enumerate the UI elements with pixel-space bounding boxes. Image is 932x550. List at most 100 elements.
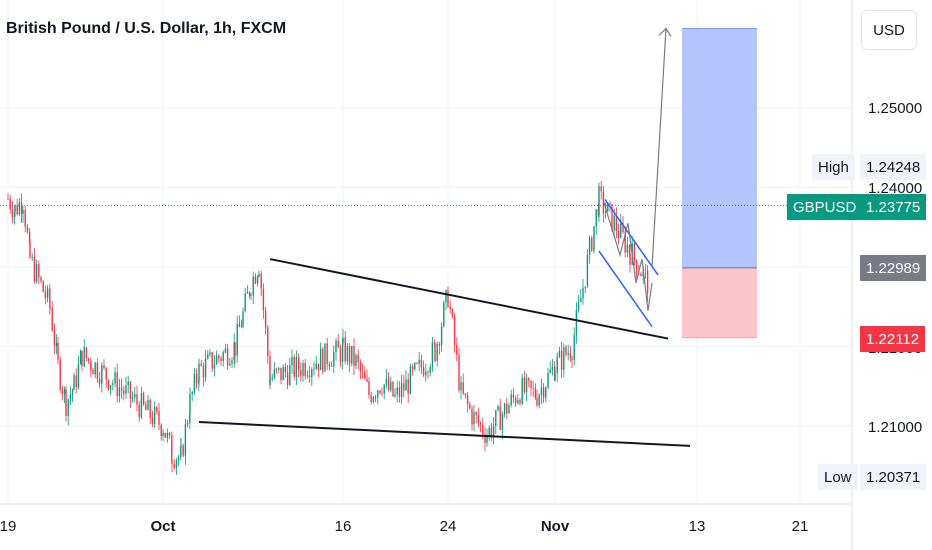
- candle-body: [646, 269, 649, 294]
- currency-button[interactable]: USD: [861, 10, 917, 50]
- candle-body: [193, 373, 196, 393]
- candle-body: [322, 348, 324, 372]
- candle-body: [497, 406, 499, 411]
- candle-body: [308, 375, 311, 378]
- candle-body: [490, 427, 493, 438]
- candle-body: [302, 363, 304, 376]
- candle-body: [242, 311, 244, 326]
- trendline-upper[interactable]: [269, 258, 669, 340]
- candle-body: [368, 381, 370, 396]
- candle-body: [593, 226, 595, 251]
- candle-body: [85, 347, 88, 359]
- candle-body: [107, 379, 110, 390]
- candle-body: [607, 203, 609, 212]
- candle-body: [313, 368, 315, 370]
- candle-body: [422, 367, 425, 376]
- candle-body: [184, 424, 187, 456]
- candle-body: [411, 366, 414, 370]
- candle-body: [445, 290, 447, 303]
- candle-body: [484, 434, 486, 443]
- candle-body: [105, 367, 107, 380]
- candle-body: [11, 209, 14, 218]
- candle-body: [61, 389, 64, 394]
- candle-body: [342, 337, 344, 344]
- candle-body: [335, 340, 337, 353]
- stop-price-value: 1.22112: [860, 326, 926, 352]
- candle-body: [28, 232, 31, 243]
- candle-body: [558, 350, 561, 358]
- candle-body: [600, 186, 602, 192]
- candle-body: [617, 231, 620, 238]
- candle-body: [293, 356, 295, 377]
- candle-body: [456, 345, 458, 355]
- candle-body: [464, 393, 467, 396]
- profit-zone[interactable]: [682, 28, 757, 268]
- candle-body: [499, 406, 501, 430]
- candle-body: [400, 383, 403, 397]
- candle-body: [453, 316, 456, 346]
- flag-zigzag[interactable]: [602, 199, 653, 311]
- candle-body: [269, 356, 271, 386]
- trendline-lower[interactable]: [198, 421, 691, 447]
- candle-body: [462, 382, 464, 394]
- candle-body: [306, 375, 309, 377]
- candle-body: [67, 399, 69, 416]
- candle-body: [53, 330, 56, 346]
- candle-body: [7, 198, 9, 200]
- candle-body: [486, 436, 488, 443]
- drawings[interactable]: [198, 27, 691, 447]
- flag-lower-line[interactable]: [598, 250, 653, 328]
- candle-body: [324, 343, 326, 372]
- candle-body: [136, 394, 138, 405]
- candle-body: [466, 395, 469, 405]
- candle-body: [222, 352, 224, 362]
- candle-body: [44, 291, 47, 299]
- candle-body: [260, 273, 262, 289]
- candle-body: [536, 397, 538, 406]
- candle-body: [83, 347, 85, 367]
- candle-body: [189, 412, 191, 424]
- candle-body: [101, 365, 103, 384]
- candle-body: [438, 343, 441, 346]
- candle-body: [129, 381, 132, 399]
- candle-body: [554, 373, 556, 381]
- candle-body: [525, 378, 528, 392]
- flag-upper-line[interactable]: [604, 198, 659, 276]
- candle-body: [341, 343, 344, 362]
- candle-body: [156, 407, 158, 412]
- candle-body: [598, 186, 600, 216]
- candle-body: [405, 379, 407, 391]
- position-zones: [682, 28, 757, 339]
- candle-body: [560, 350, 563, 370]
- loss-zone[interactable]: [682, 267, 757, 338]
- candle-body: [252, 276, 254, 296]
- candle-body: [510, 394, 512, 406]
- candle-body: [234, 342, 236, 356]
- candle-body: [33, 256, 36, 282]
- candle-body: [409, 366, 412, 394]
- projection-arrow[interactable]: [651, 28, 667, 268]
- candle-body: [250, 295, 252, 297]
- candle-body: [229, 363, 231, 366]
- candle-body: [207, 354, 209, 359]
- candle-body: [586, 255, 589, 287]
- candle-body: [319, 348, 322, 371]
- candle-body: [189, 394, 191, 413]
- candle-body: [615, 215, 618, 232]
- time-tick: 21: [791, 518, 809, 535]
- candle-body: [475, 412, 477, 416]
- candle-body: [195, 373, 198, 384]
- candle-body: [40, 277, 42, 282]
- candle-body: [244, 293, 246, 312]
- candle-body: [588, 237, 591, 256]
- candle-body: [134, 394, 136, 398]
- candle-body: [460, 382, 462, 391]
- candle-body: [381, 393, 383, 394]
- candle-body: [18, 202, 21, 215]
- candle-body: [364, 371, 366, 379]
- candle-body: [248, 292, 251, 296]
- candle-body: [542, 387, 545, 398]
- candle-body: [530, 380, 532, 388]
- candle-body: [109, 385, 112, 390]
